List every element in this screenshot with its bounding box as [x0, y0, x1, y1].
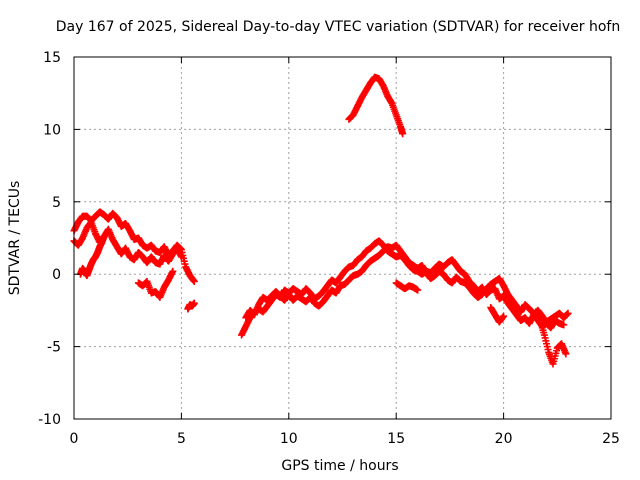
x-tick-label: 25 — [602, 431, 620, 447]
data-point — [560, 321, 568, 329]
data-point — [562, 350, 570, 358]
x-tick-label: 20 — [495, 431, 513, 447]
data-point — [414, 286, 422, 294]
data-point — [190, 299, 198, 307]
y-tick-label: 0 — [52, 267, 61, 283]
data-point — [100, 233, 108, 241]
x-tick-label: 15 — [387, 431, 405, 447]
x-tick-label: 5 — [177, 431, 186, 447]
data-point — [564, 309, 572, 317]
data-point — [169, 267, 177, 275]
data-point — [399, 130, 407, 138]
y-tick-label: -5 — [47, 340, 61, 356]
y-tick-label: 15 — [43, 50, 61, 66]
x-tick-label: 0 — [70, 431, 79, 447]
axis-ticks: 0 5 10 15 20 25 -10 -5 0 5 10 15 — [38, 50, 620, 447]
data-markers — [70, 73, 572, 368]
y-tick-label: 5 — [52, 195, 61, 211]
data-point — [500, 312, 508, 320]
plot-frame — [73, 56, 612, 420]
data-point — [190, 277, 198, 285]
x-axis-label: GPS time / hours — [281, 458, 398, 474]
chart-title: Day 167 of 2025, Sidereal Day-to-day VTE… — [56, 19, 620, 35]
y-tick-label: -10 — [38, 412, 61, 428]
y-tick-label: 10 — [43, 122, 61, 138]
x-tick-label: 10 — [280, 431, 298, 447]
y-axis-label: SDTVAR / TECUs — [7, 181, 23, 296]
data-point — [177, 253, 185, 261]
